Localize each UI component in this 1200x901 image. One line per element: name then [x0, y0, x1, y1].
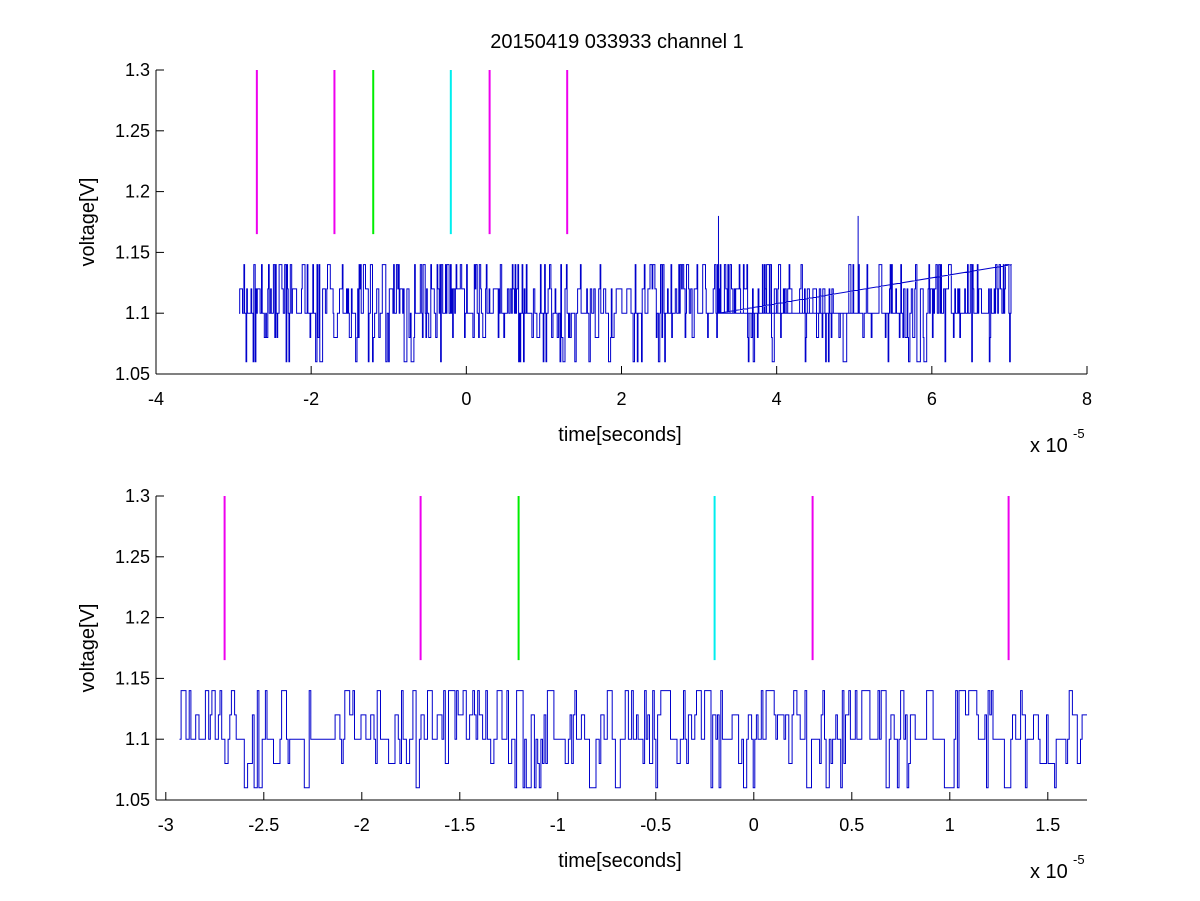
top-x-multiplier: x 10	[1030, 435, 1068, 457]
signal-line	[179, 690, 1087, 789]
bottom-plot-markers	[223, 496, 1010, 661]
top-plot-axes: 1.05 1.1 1.15 1.2 1.25 1.3 -4 -2 0 2 4 6 8	[115, 60, 1092, 409]
bottom-plot-signal	[179, 690, 1087, 789]
y-tick-label: 1.25	[115, 547, 150, 567]
bottom-plot: 1.05 1.1 1.15 1.2 1.25 1.3 -3 -2.5 -2 -1.5 -1 -0.5 0…	[77, 486, 1087, 883]
top-x-axis-label: time[seconds]	[558, 424, 681, 446]
x-tick-label: 2	[616, 389, 626, 409]
x-tick-label: 8	[1082, 389, 1092, 409]
y-tick-label: 1.05	[115, 364, 150, 384]
y-tick-label: 1.15	[115, 242, 150, 262]
y-tick-label: 1.3	[125, 60, 150, 80]
bottom-y-axis-label: voltage[V]	[77, 604, 99, 693]
top-x-multiplier-exponent: -5	[1073, 426, 1085, 441]
y-tick-label: 1.2	[125, 608, 150, 628]
top-y-axis-label: voltage[V]	[77, 178, 99, 267]
bottom-x-axis-label: time[seconds]	[558, 850, 681, 872]
x-tick-label: 1	[945, 815, 955, 835]
y-tick-label: 1.2	[125, 182, 150, 202]
top-plot: 20150419 033933 channel 1 1.05 1.1 1.15 1.2…	[77, 31, 1092, 457]
x-tick-label: 0	[461, 389, 471, 409]
x-tick-label: -0.5	[640, 815, 671, 835]
x-tick-label: -2	[303, 389, 319, 409]
x-tick-label: -1	[550, 815, 566, 835]
bottom-x-multiplier-exponent: -5	[1073, 852, 1085, 867]
x-tick-label: -3	[158, 815, 174, 835]
y-tick-label: 1.15	[115, 668, 150, 688]
x-tick-label: -2	[354, 815, 370, 835]
bottom-x-multiplier: x 10	[1030, 861, 1068, 883]
y-tick-label: 1.3	[125, 486, 150, 506]
y-tick-label: 1.1	[125, 303, 150, 323]
x-tick-label: 1.5	[1035, 815, 1060, 835]
chart-title: 20150419 033933 channel 1	[490, 31, 744, 53]
x-tick-label: 0	[749, 815, 759, 835]
y-tick-label: 1.1	[125, 729, 150, 749]
x-tick-label: -4	[148, 389, 164, 409]
y-tick-label: 1.05	[115, 790, 150, 810]
top-plot-markers	[255, 70, 569, 235]
x-tick-label: 4	[772, 389, 782, 409]
x-tick-label: 0.5	[839, 815, 864, 835]
top-plot-signal	[239, 215, 1012, 363]
x-tick-label: -2.5	[248, 815, 279, 835]
bottom-plot-axes: 1.05 1.1 1.15 1.2 1.25 1.3 -3 -2.5 -2 -1.5 -1 -0.5 0…	[115, 486, 1087, 835]
x-tick-label: 6	[927, 389, 937, 409]
x-tick-label: -1.5	[444, 815, 475, 835]
y-tick-label: 1.25	[115, 121, 150, 141]
signal-line	[239, 264, 1012, 363]
